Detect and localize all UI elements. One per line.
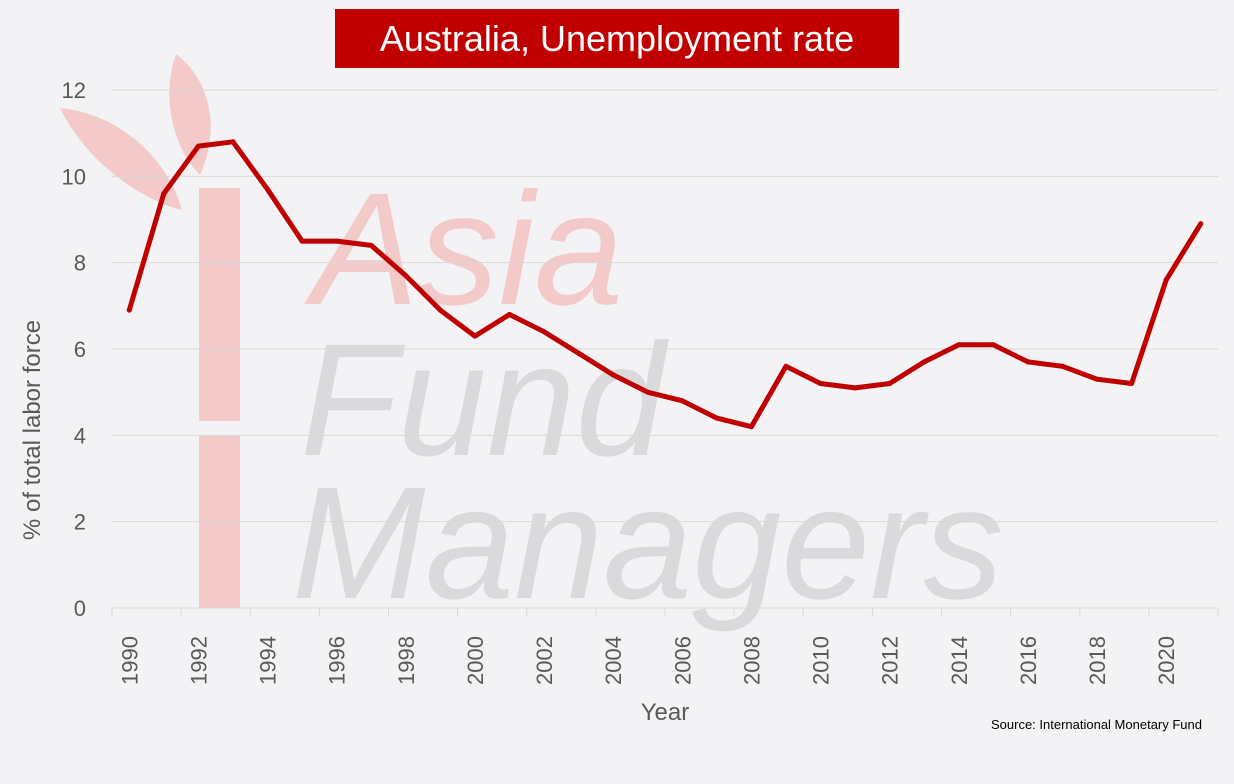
data-point — [299, 238, 305, 244]
data-point — [783, 363, 789, 369]
y-tick-label: 10 — [62, 164, 86, 189]
x-tick-label: 2010 — [809, 636, 834, 685]
data-point — [368, 242, 374, 248]
y-tick-label: 6 — [74, 337, 86, 362]
x-tick-label: 2018 — [1085, 636, 1110, 685]
data-point — [472, 333, 478, 339]
data-point — [334, 238, 340, 244]
data-point — [748, 424, 754, 430]
x-axis-title: Year — [641, 699, 690, 726]
x-tick-label: 2006 — [670, 636, 695, 685]
data-point — [1163, 277, 1169, 283]
data-point — [956, 342, 962, 348]
y-axis-title: % of total labor force — [19, 320, 46, 540]
data-point — [679, 398, 685, 404]
data-point — [1198, 221, 1204, 227]
data-point — [990, 342, 996, 348]
data-point — [265, 186, 270, 192]
x-tick-label: 2008 — [739, 636, 764, 685]
watermark-text-managers: Managers — [292, 453, 1003, 632]
watermark-text-asia: Asia — [304, 159, 623, 338]
data-point — [230, 139, 236, 145]
x-tick-label: 2020 — [1154, 636, 1179, 685]
x-tick-label: 2000 — [463, 636, 488, 685]
data-point — [437, 307, 443, 313]
y-tick-label: 4 — [74, 423, 86, 448]
data-point — [1025, 359, 1031, 365]
data-point — [195, 143, 201, 149]
data-point — [1129, 381, 1135, 386]
y-tick-label: 12 — [62, 78, 86, 103]
data-point — [887, 381, 893, 386]
watermark-text-fund: Fund — [300, 310, 670, 489]
data-point — [541, 329, 547, 335]
data-point — [852, 385, 858, 391]
data-point — [507, 312, 512, 317]
x-tick-label: 1992 — [186, 636, 211, 685]
y-tick-label: 0 — [74, 596, 86, 621]
x-tick-label: 1998 — [394, 636, 419, 685]
data-point — [1060, 363, 1065, 369]
x-tick-label: 2016 — [1016, 636, 1041, 685]
y-tick-label: 8 — [74, 251, 86, 276]
chart-title: Australia, Unemployment rate — [335, 9, 899, 68]
x-tick-label: 1996 — [325, 636, 350, 685]
data-point — [645, 389, 651, 395]
grid — [112, 89, 1218, 609]
x-tick-label: 2012 — [878, 636, 903, 685]
x-tick-label: 2002 — [532, 636, 557, 685]
data-point — [1094, 376, 1100, 382]
series-line — [126, 139, 1204, 430]
data-point — [714, 415, 720, 421]
data-point — [921, 359, 927, 365]
data-point — [818, 381, 823, 386]
x-tick-label: 2014 — [947, 636, 972, 685]
x-tick-label: 1990 — [117, 636, 142, 685]
data-point — [610, 372, 616, 378]
source-label: Source: International Monetary Fund — [990, 717, 1202, 732]
series-layer — [126, 139, 1204, 430]
x-tick-label: 2004 — [601, 636, 626, 685]
data-point — [576, 350, 582, 356]
data-point — [403, 273, 409, 279]
axes: 0 2 4 6 8 10 12 1990 1992 1994 1996 1998 2000 2002 200… — [19, 78, 1219, 726]
watermark-stem-upper — [199, 188, 240, 421]
watermark-leaf-left — [60, 108, 182, 210]
y-tick-label: 2 — [74, 510, 86, 535]
x-tick-label: 1994 — [256, 636, 281, 685]
data-point — [126, 307, 132, 313]
data-point — [161, 191, 167, 197]
